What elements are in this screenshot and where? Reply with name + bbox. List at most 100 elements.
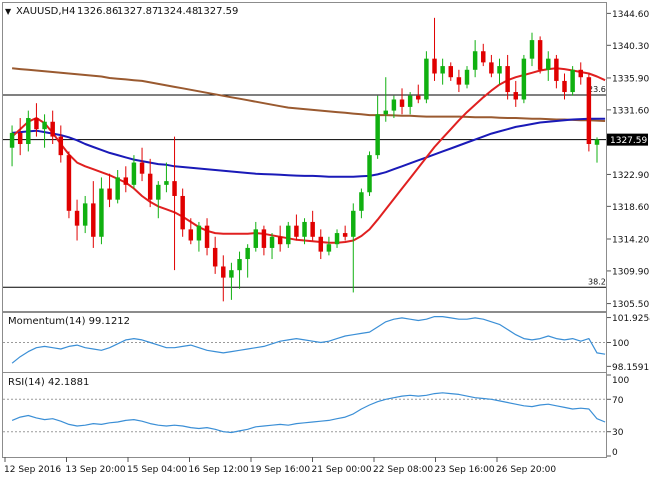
bear-candle xyxy=(554,58,559,81)
bear-candle xyxy=(147,173,153,200)
bear-candle xyxy=(586,77,592,145)
bull-candle xyxy=(302,221,307,237)
bull-candle xyxy=(9,132,15,148)
rsi-tick-label: 30 xyxy=(612,428,624,438)
time-axis-label: 22 Sep 08:00 xyxy=(373,465,433,475)
bull-candle xyxy=(391,99,397,111)
bear-candle xyxy=(294,225,299,237)
bull-candle xyxy=(156,184,161,200)
fib-level-label: 38.2 xyxy=(588,277,606,286)
time-axis-label: 15 Sep 04:00 xyxy=(127,465,187,475)
bear-candle xyxy=(416,95,421,100)
fibonacci-layer: 23.6 38.2 xyxy=(3,85,606,288)
bear-candle xyxy=(261,229,267,248)
bull-candle xyxy=(440,66,445,74)
bear-candle xyxy=(17,132,23,145)
time-axis-label: 13 Sep 20:00 xyxy=(66,465,126,475)
bull-candle xyxy=(196,225,202,241)
bull-candle xyxy=(529,40,535,59)
bear-candle xyxy=(489,62,494,74)
bear-candle xyxy=(123,177,129,185)
bear-candle xyxy=(180,195,185,230)
dropdown-arrow-icon[interactable]: ▼ xyxy=(5,7,12,16)
time-axis-label: 23 Sep 16:00 xyxy=(435,465,495,475)
bear-candle xyxy=(310,221,315,237)
bull-candle xyxy=(546,58,551,70)
rsi-tick-label: 70 xyxy=(612,396,624,406)
close-value: 1327.59 xyxy=(197,6,238,17)
momentum-line xyxy=(11,316,606,364)
bear-candle xyxy=(139,162,145,174)
current-price-tag xyxy=(607,133,648,146)
sma-slow-line xyxy=(12,67,606,122)
bull-candle xyxy=(245,247,250,260)
bull-candle xyxy=(164,181,169,185)
price-tick-label: 1305.50 xyxy=(612,300,649,310)
bull-candle xyxy=(367,155,372,193)
bull-candle xyxy=(99,188,104,237)
price-tick-label: 1340.30 xyxy=(612,42,649,52)
bear-candle xyxy=(91,203,96,237)
bear-candle xyxy=(221,266,226,278)
bear-candle xyxy=(578,69,583,78)
bull-candle xyxy=(82,203,88,226)
momentum-tick-label: 101.9254 xyxy=(612,314,650,324)
price-tick-label: 1335.90 xyxy=(612,74,649,84)
bear-candle xyxy=(74,210,80,226)
time-axis-label: 12 Sep 2016 xyxy=(4,465,61,475)
bear-candle xyxy=(34,118,39,130)
bull-candle xyxy=(286,225,291,245)
bull-candle xyxy=(326,244,332,252)
rsi-tick-label: 0 xyxy=(612,448,618,458)
bear-candle xyxy=(505,66,510,93)
bull-candle xyxy=(424,58,429,100)
fib-level-label: 23.6 xyxy=(588,85,606,94)
bear-candle xyxy=(562,80,567,93)
bull-candle xyxy=(42,121,47,130)
price-panel-frame xyxy=(2,2,607,312)
bull-candle xyxy=(334,233,340,245)
low-value: 1324.48 xyxy=(157,6,198,17)
bull-candle xyxy=(407,95,413,107)
bear-candle xyxy=(318,236,324,252)
bear-candle xyxy=(66,155,72,211)
current-price-label: 1327.59 xyxy=(610,136,647,146)
bull-candle xyxy=(237,259,242,271)
bull-candle xyxy=(375,114,380,156)
sma-mid-line xyxy=(12,117,606,178)
high-value: 1327.87 xyxy=(117,6,158,17)
bull-candle xyxy=(131,162,137,185)
rsi-tick-label: 100 xyxy=(612,376,629,386)
indicator-layer xyxy=(11,316,606,434)
bear-candle xyxy=(172,181,177,196)
bull-candle xyxy=(269,236,275,248)
time-axis-label: 19 Sep 16:00 xyxy=(250,465,310,475)
rsi-title: RSI(14) 42.1881 xyxy=(8,377,89,388)
candles-layer xyxy=(9,17,600,302)
bull-candle xyxy=(570,69,575,93)
bear-candle xyxy=(342,233,348,237)
bear-candle xyxy=(537,40,543,70)
rsi-panel-frame xyxy=(2,372,607,458)
bull-candle xyxy=(351,210,356,237)
bear-candle xyxy=(188,229,194,241)
bull-candle xyxy=(359,192,364,211)
momentum-tick-label: 100 xyxy=(612,339,629,349)
momentum-tick-label: 98.1591 xyxy=(612,363,649,373)
time-axis-label: 26 Sep 20:00 xyxy=(496,465,556,475)
price-tick-label: 1331.60 xyxy=(612,106,649,116)
symbol-label: XAUUSD,H4 xyxy=(16,6,75,17)
bear-candle xyxy=(432,58,437,74)
bull-candle xyxy=(594,139,600,145)
time-axis-label: 16 Sep 12:00 xyxy=(189,465,249,475)
bear-candle xyxy=(513,92,518,100)
bear-candle xyxy=(204,225,210,248)
bull-candle xyxy=(229,270,234,278)
axis-layer: 1344.60 1340.30 1335.90 1331.60 1322.90 1318.… xyxy=(4,10,650,475)
bear-candle xyxy=(58,136,64,156)
bull-candle xyxy=(521,58,527,100)
bear-candle xyxy=(481,51,486,63)
grid-layer xyxy=(3,342,606,433)
